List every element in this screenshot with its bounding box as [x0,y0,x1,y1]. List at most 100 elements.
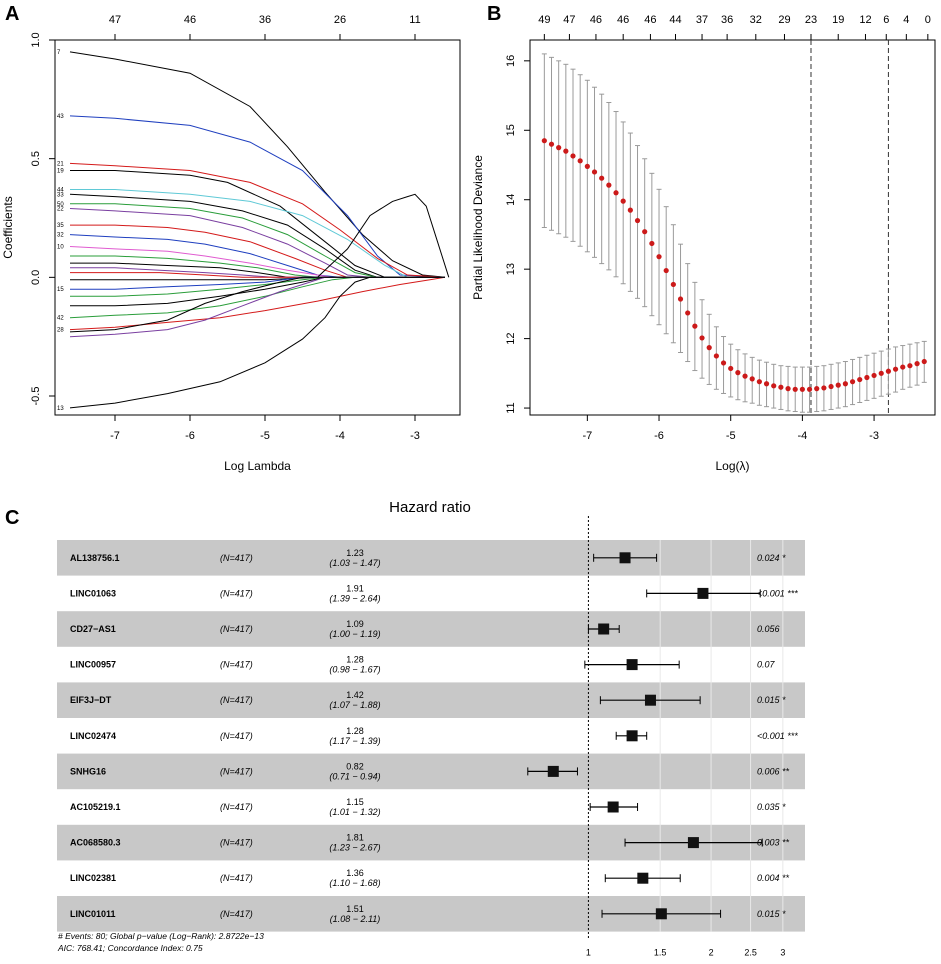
path-label: 19 [57,169,64,175]
forest-row-band [57,611,805,647]
deviance-point [556,145,562,151]
forest-n-label: (N=417) [220,838,253,848]
top-tick-label: 44 [669,14,681,26]
plot-a-frame [54,39,461,416]
y-tick-label: 0.0 [30,270,42,285]
plot-b-x-label: Log(λ) [715,459,749,473]
panel-label-c: C [5,507,19,529]
path-label: 10 [57,244,64,250]
deviance-point [778,384,784,390]
coefficient-path-33 [69,193,445,278]
path-label: 15 [57,287,64,293]
panel-label-b: B [487,3,501,25]
coefficient-path-50 [70,203,445,278]
forest-n-label: (N=417) [220,624,253,634]
coefficient-path-44 [70,189,445,278]
y-tick-label: -0.5 [30,387,42,406]
deviance-point [627,207,633,213]
forest-gene-label: LINC01011 [70,909,116,919]
deviance-point [914,361,920,367]
deviance-point [749,376,755,382]
deviance-point [692,323,698,329]
forest-row-band [57,540,805,576]
deviance-point [642,229,648,235]
deviance-point [728,365,734,372]
coefficient-path-43 [69,115,446,278]
coefficient-path-s22 [69,276,445,338]
top-tick-label: 29 [778,14,790,26]
deviance-point [584,163,590,169]
forest-footnote-events: # Events: 80; Global p−value (Log−Rank):… [58,931,264,941]
x-tick-label: -4 [335,430,345,442]
deviance-point [771,383,777,389]
forest-n-label: (N=417) [220,588,253,598]
deviance-point [756,379,762,385]
forest-point [637,872,649,884]
forest-p-value: 0.006 ** [757,766,790,776]
forest-gene-label: EIF3J−DT [70,695,112,705]
forest-point [607,801,619,813]
path-label: 32 [57,233,64,239]
coefficient-path-s23 [69,276,445,333]
forest-gene-label: LINC01063 [70,588,116,598]
forest-x-tick-label: 2 [709,948,714,958]
y-tick-label: 15 [505,124,517,136]
deviance-point [541,138,547,144]
deviance-point [649,240,655,247]
deviance-point [842,381,848,387]
forest-n-label: (N=417) [220,660,253,670]
deviance-point [577,158,583,164]
x-tick-label: -7 [582,430,592,442]
path-label: 7 [57,50,61,56]
top-tick-label: 46 [617,14,629,26]
deviance-point [864,374,870,381]
forest-ci-value: (1.23 − 2.67) [329,843,380,853]
forest-ci-value: (1.39 − 2.64) [329,593,380,603]
x-tick-label: -5 [260,430,270,442]
deviance-point [548,141,555,147]
coefficient-path-22 [69,208,445,278]
forest-ci-value: (1.17 − 1.39) [329,736,380,746]
panel-label-a: A [5,3,19,25]
deviance-point [814,386,820,392]
forest-point [687,837,699,849]
top-tick-label: 46 [644,14,656,26]
path-label: 33 [57,192,64,198]
forest-gene-label: CD27−AS1 [70,624,116,634]
path-label: 13 [57,406,64,412]
top-tick-label: 49 [538,14,550,26]
forest-p-value: <0.001 *** [757,588,798,598]
forest-plot: Hazard ratio AL138756.1 (N=417) 1.23(1.03 … [57,499,805,958]
forest-x-tick-label: 3 [780,948,785,958]
forest-gene-label: AC068580.3 [70,838,121,848]
forest-ci-value: (1.01 − 1.32) [329,807,380,817]
forest-n-label: (N=417) [220,873,253,883]
forest-gene-label: AC105219.1 [70,802,121,812]
deviance-points [541,40,927,415]
x-tick-label: -4 [797,430,807,442]
deviance-point [806,386,813,392]
deviance-point [634,217,641,224]
forest-gene-label: LINC02474 [70,731,116,741]
top-tick-label: 46 [184,14,196,26]
coefficient-path-42 [69,276,445,319]
top-tick-label: 47 [563,14,575,26]
x-tick-label: -6 [185,430,195,442]
forest-rows: AL138756.1 (N=417) 1.23(1.03 − 1.47) 0.024 … [57,516,805,940]
deviance-point [677,296,684,302]
deviance-point [835,382,841,388]
forest-n-label: (N=417) [220,695,253,705]
forest-footnote-aic: AIC: 768.41; Concordance Index: 0.75 [57,943,203,953]
plot-b-frame [529,39,936,416]
forest-p-value: <0.001 *** [757,731,798,741]
forest-x-tick-label: 1 [586,948,591,958]
forest-point [644,694,656,706]
forest-hr-value: 1.91 [346,583,364,593]
top-tick-label: 19 [832,14,844,26]
deviance-point [792,386,798,392]
deviance-point [828,383,834,390]
y-tick-label: 0.5 [30,151,42,166]
deviance-point [613,190,619,196]
